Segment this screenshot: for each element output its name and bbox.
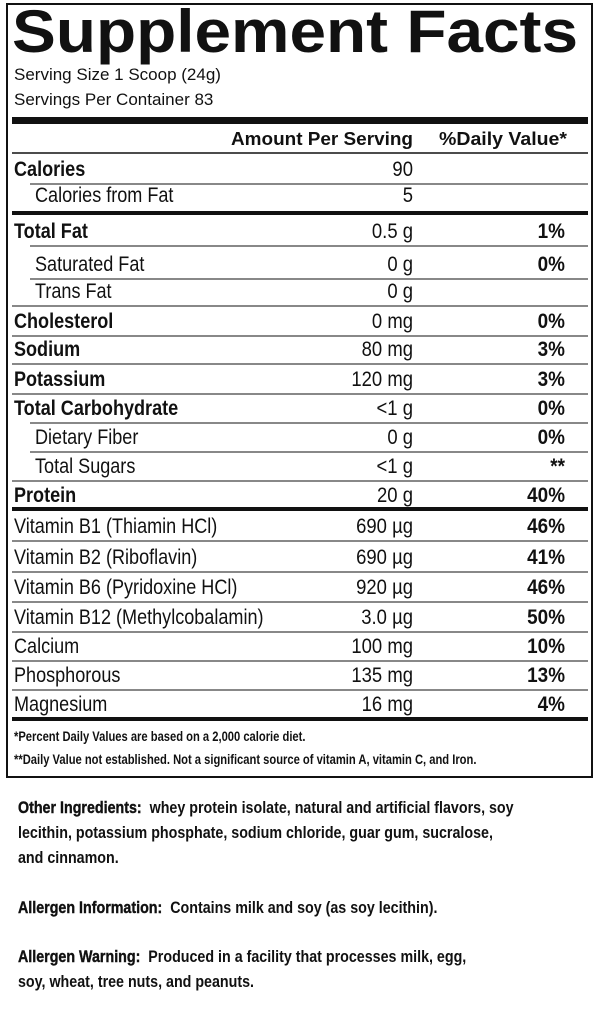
footnote: **Daily Value not established. Not a sig…	[14, 752, 476, 767]
nutrient-name: Calories from Fat	[35, 184, 174, 208]
amount: 920 µg	[356, 576, 413, 599]
nutrient-name: Potassium	[14, 368, 105, 392]
daily-value: 50%	[527, 606, 565, 629]
heavy-rule	[12, 717, 588, 721]
amount: 16 mg	[362, 693, 413, 716]
daily-value: 41%	[527, 546, 565, 569]
amount: 0 g	[387, 426, 413, 449]
paragraph-line: soy, wheat, tree nuts, and peanuts.	[18, 973, 254, 991]
column-header: Amount Per Serving	[231, 129, 413, 149]
daily-value: 0%	[538, 426, 566, 449]
daily-value: 46%	[527, 576, 565, 599]
spacer	[142, 799, 150, 817]
nutrient-name: Vitamin B1 (Thiamin HCl)	[14, 515, 217, 539]
paragraph-text: soy, wheat, tree nuts, and peanuts.	[18, 973, 254, 991]
amount: <1 g	[377, 397, 413, 420]
nutrient-name: Dietary Fiber	[35, 426, 139, 450]
nutrient-name: Vitamin B12 (Methylcobalamin)	[14, 606, 264, 630]
nutrient-name: Calcium	[14, 635, 79, 659]
paragraph-text: Produced in a facility that processes mi…	[148, 948, 466, 966]
nutrient-name: Magnesium	[14, 693, 107, 717]
amount: 120 mg	[351, 368, 413, 391]
daily-value: 10%	[527, 635, 565, 658]
nutrient-name: Total Sugars	[35, 455, 136, 479]
heavy-rule	[12, 507, 588, 511]
daily-value: 3%	[538, 338, 566, 361]
amount: 0 g	[387, 280, 413, 303]
amount: 0 mg	[372, 310, 413, 333]
paragraph-line: Other Ingredients: whey protein isolate,…	[18, 799, 514, 817]
daily-value: 0%	[538, 253, 566, 276]
amount: 100 mg	[351, 635, 413, 658]
paragraph-line: and cinnamon.	[18, 849, 119, 867]
heavy-rule	[12, 117, 588, 124]
daily-value: 0%	[538, 397, 566, 420]
paragraph-text: and cinnamon.	[18, 849, 119, 867]
servings-per-container: Servings Per Container 83	[14, 90, 213, 109]
nutrient-name: Trans Fat	[35, 280, 112, 304]
paragraph-text: Contains milk and soy (as soy lecithin).	[170, 899, 437, 917]
daily-value: 13%	[527, 664, 565, 687]
paragraph-line: Allergen Warning: Produced in a facility…	[18, 948, 466, 966]
nutrient-name: Saturated Fat	[35, 253, 145, 277]
daily-value: 4%	[538, 693, 566, 716]
amount: 20 g	[377, 484, 413, 507]
amount: 690 µg	[356, 515, 413, 538]
nutrient-name: Sodium	[14, 338, 80, 362]
nutrient-name: Phosphorous	[14, 664, 121, 688]
daily-value: 46%	[527, 515, 565, 538]
amount: 690 µg	[356, 546, 413, 569]
daily-value: **	[550, 455, 565, 478]
amount: 80 mg	[362, 338, 413, 361]
title: Supplement Facts	[12, 0, 578, 65]
footnote: *Percent Daily Values are based on a 2,0…	[14, 729, 305, 744]
paragraph-text: whey protein isolate, natural and artifi…	[149, 799, 514, 817]
amount: 90	[392, 158, 413, 181]
paragraph-line: lecithin, potassium phosphate, sodium ch…	[18, 824, 493, 842]
amount: 135 mg	[351, 664, 413, 687]
nutrient-name: Vitamin B2 (Riboflavin)	[14, 546, 197, 570]
paragraph-label: Allergen Warning:	[18, 948, 140, 966]
spacer	[162, 899, 170, 917]
nutrient-name: Vitamin B6 (Pyridoxine HCl)	[14, 576, 237, 600]
nutrient-name: Total Fat	[14, 220, 88, 244]
paragraph-text: lecithin, potassium phosphate, sodium ch…	[18, 824, 493, 842]
daily-value: 1%	[538, 220, 566, 243]
serving-size: Serving Size 1 Scoop (24g)	[14, 65, 221, 84]
amount: 3.0 µg	[361, 606, 413, 629]
amount: 0 g	[387, 253, 413, 276]
amount: 5	[403, 184, 413, 207]
amount: <1 g	[377, 455, 413, 478]
daily-value: 0%	[538, 310, 566, 333]
label-box	[6, 3, 593, 778]
nutrient-name: Total Carbohydrate	[14, 397, 178, 421]
amount: 0.5 g	[372, 220, 413, 243]
paragraph-line: Allergen Information: Contains milk and …	[18, 899, 437, 917]
column-header: %Daily Value*	[439, 129, 567, 149]
nutrient-name: Protein	[14, 484, 76, 508]
paragraph-label: Allergen Information:	[18, 899, 162, 917]
heavy-rule	[12, 211, 588, 215]
paragraph-label: Other Ingredients:	[18, 799, 142, 817]
nutrient-name: Calories	[14, 158, 85, 182]
daily-value: 40%	[527, 484, 565, 507]
nutrient-name: Cholesterol	[14, 310, 113, 334]
daily-value: 3%	[538, 368, 566, 391]
spacer	[140, 948, 148, 966]
